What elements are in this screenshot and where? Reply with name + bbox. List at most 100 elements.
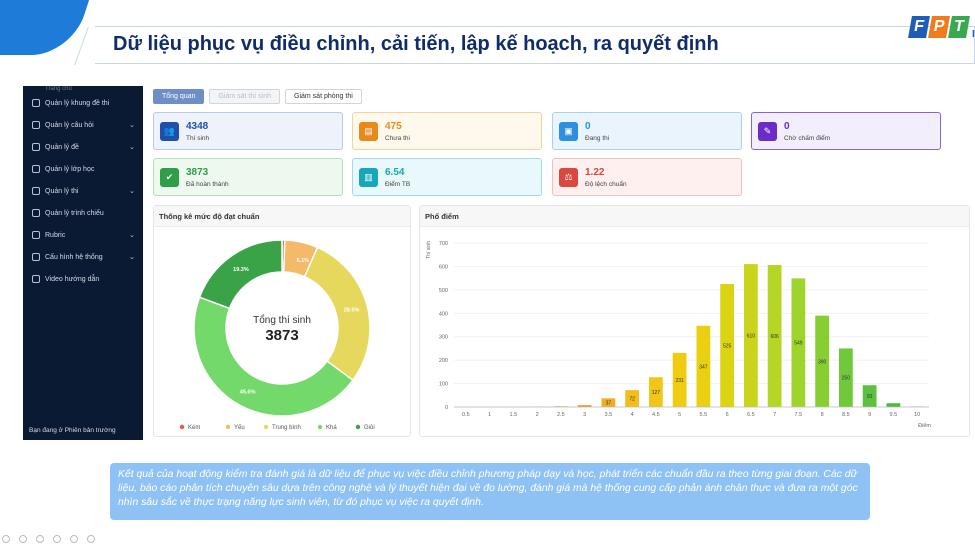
histogram-bar[interactable] bbox=[743, 264, 758, 407]
app-screenshot: Trang chủ Quản lý khung đề thi Quản lý câ… bbox=[23, 86, 970, 442]
sidebar-item-label: Video hướng dẫn bbox=[45, 275, 100, 283]
y-tick-label: 700 bbox=[439, 241, 448, 247]
logo-letter-t: T bbox=[948, 16, 970, 38]
sidebar-item-label: Quản lý trình chiếu bbox=[45, 209, 104, 217]
tab-overview[interactable]: Tổng quan bbox=[153, 89, 205, 104]
histogram-chart: 0 100 200 300 400 500 600 700 Thí sinh 0.5 1 1.5 2 2.… bbox=[426, 241, 931, 429]
x-tick-label: 8.5 bbox=[842, 412, 850, 418]
bar-value-label: 37 bbox=[606, 400, 612, 406]
bar-value-label: 610 bbox=[747, 334, 756, 340]
sidebar-item-1[interactable]: Quản lý câu hỏi ⌄ bbox=[23, 114, 143, 136]
sidebar-item-label: Quản lý đề bbox=[45, 143, 79, 151]
histogram-bar[interactable] bbox=[625, 390, 640, 407]
donut-slice-3[interactable] bbox=[193, 296, 354, 417]
chevron-down-icon[interactable]: ⌄ bbox=[129, 188, 135, 195]
sidebar-item-home-clipped[interactable]: Trang chủ bbox=[45, 86, 72, 92]
sidebar-item-4[interactable]: Quản lý thi ⌄ bbox=[23, 180, 143, 202]
histogram-bar[interactable] bbox=[577, 405, 592, 407]
histogram-bar[interactable] bbox=[672, 352, 687, 407]
x-tick-label: 9 bbox=[868, 412, 871, 418]
sidebar-item-2[interactable]: Quản lý đề ⌄ bbox=[23, 136, 143, 158]
toolbar-icon[interactable] bbox=[2, 535, 10, 543]
sidebar-menu: Quản lý khung đề thi Quản lý câu hỏi ⌄ Quản… bbox=[23, 92, 143, 290]
toolbar-icon[interactable] bbox=[87, 535, 95, 543]
stat-card[interactable]: ⚖ 1.22 Độ lệch chuẩn bbox=[552, 158, 742, 196]
donut-slice-4[interactable] bbox=[198, 239, 283, 310]
sidebar-item-label: Cấu hình hệ thống bbox=[45, 253, 103, 261]
logo-letter-f: F bbox=[908, 16, 930, 38]
stat-label: Độ lệch chuẩn bbox=[585, 180, 627, 188]
stat-value: 3873 bbox=[186, 166, 209, 178]
sidebar-item-7[interactable]: Cấu hình hệ thống ⌄ bbox=[23, 246, 143, 268]
x-tick-label: 10 bbox=[914, 412, 920, 418]
toolbar-icon[interactable] bbox=[36, 535, 44, 543]
stat-value: 4348 bbox=[186, 120, 209, 132]
tab-candidate-monitoring[interactable]: Giám sát thí sinh bbox=[209, 89, 281, 104]
chevron-down-icon[interactable]: ⌄ bbox=[129, 254, 135, 261]
caption-note: Kết quả của hoạt động kiểm tra đánh giá … bbox=[110, 463, 870, 520]
toolbar-icon[interactable] bbox=[70, 535, 78, 543]
sidebar-item-8[interactable]: Video hướng dẫn bbox=[23, 268, 143, 290]
sidebar-item-label: Quản lý lớp học bbox=[45, 165, 95, 173]
donut-chart: 0.5%6.1%28.5%45.6%19.3%Tổng thí sinh3873… bbox=[179, 239, 375, 431]
histogram-bar[interactable] bbox=[886, 403, 901, 407]
donut-panel: Thống kê mức độ đạt chuẩn 0.5%6.1%28.5%4… bbox=[153, 205, 411, 437]
x-tick-label: 8 bbox=[821, 412, 824, 418]
bar-value-label: 549 bbox=[794, 341, 803, 347]
histogram-bar[interactable] bbox=[648, 377, 663, 407]
bar-value-label: 127 bbox=[652, 390, 661, 396]
histogram-bar[interactable] bbox=[696, 325, 711, 407]
stat-label: Chờ chấm điểm bbox=[784, 134, 831, 142]
histogram-bar[interactable] bbox=[862, 385, 877, 407]
y-tick-label: 600 bbox=[439, 264, 448, 270]
legend-label: Kém bbox=[188, 425, 200, 431]
play-icon bbox=[32, 275, 40, 283]
stat-card[interactable]: ▤ 475 Chưa thi bbox=[352, 112, 542, 150]
x-tick-label: 0.5 bbox=[462, 412, 470, 418]
sidebar-item-6[interactable]: Rubric ⌄ bbox=[23, 224, 143, 246]
stat-value: 0 bbox=[784, 120, 790, 132]
sidebar-item-5[interactable]: Quản lý trình chiếu bbox=[23, 202, 143, 224]
stat-label: Đã hoàn thành bbox=[186, 180, 229, 188]
legend-label: Khá bbox=[326, 425, 337, 431]
y-axis-label: Thí sinh bbox=[426, 241, 432, 259]
sidebar-item-0[interactable]: Quản lý khung đề thi bbox=[23, 92, 143, 114]
histogram-bar[interactable] bbox=[791, 278, 806, 407]
y-tick-label: 0 bbox=[445, 405, 448, 411]
sidebar-item-label: Rubric bbox=[45, 231, 66, 239]
stat-card[interactable]: 👥 4348 Thí sinh bbox=[153, 112, 343, 150]
donut-slice-2[interactable] bbox=[303, 246, 371, 382]
stat-value: 6.54 bbox=[385, 166, 405, 178]
toolbar-icon[interactable] bbox=[53, 535, 61, 543]
bar-value-label: 606 bbox=[770, 334, 779, 340]
histogram-bar[interactable] bbox=[767, 265, 782, 407]
histogram-bar[interactable] bbox=[815, 315, 830, 407]
chevron-down-icon[interactable]: ⌄ bbox=[129, 144, 135, 151]
donut-slice-label: 6.1% bbox=[297, 258, 310, 264]
stat-card[interactable]: ▥ 6.54 Điểm TB bbox=[352, 158, 542, 196]
x-tick-label: 1.5 bbox=[510, 412, 518, 418]
sidebar-item-label: Quản lý câu hỏi bbox=[45, 121, 94, 129]
chevron-down-icon[interactable]: ⌄ bbox=[129, 232, 135, 239]
histogram-bar[interactable] bbox=[720, 284, 735, 407]
donut-slice-label: 45.6% bbox=[240, 389, 256, 395]
bar-value-label: 250 bbox=[842, 376, 851, 382]
x-tick-label: 3 bbox=[583, 412, 586, 418]
histogram-panel-title: Phổ điểm bbox=[420, 206, 969, 227]
toolbar-icon[interactable] bbox=[19, 535, 27, 543]
slide-toolbar bbox=[2, 535, 95, 543]
stat-card[interactable]: ✔ 3873 Đã hoàn thành bbox=[153, 158, 343, 196]
chevron-down-icon[interactable]: ⌄ bbox=[129, 122, 135, 129]
stat-card[interactable]: ▣ 0 Đang thi bbox=[552, 112, 742, 150]
histogram-bar[interactable] bbox=[601, 398, 616, 407]
x-tick-label: 5 bbox=[678, 412, 681, 418]
histogram-bar[interactable] bbox=[838, 348, 853, 407]
balance-icon: ⚖ bbox=[559, 167, 578, 187]
tab-room-monitoring[interactable]: Giám sát phòng thi bbox=[285, 89, 362, 104]
stat-label: Chưa thi bbox=[385, 134, 410, 142]
sidebar-item-3[interactable]: Quản lý lớp học bbox=[23, 158, 143, 180]
stat-card[interactable]: ✎ 0 Chờ chấm điểm bbox=[751, 112, 941, 150]
donut-center-label: Tổng thí sinh bbox=[253, 314, 311, 326]
sidebar-item-label: Quản lý thi bbox=[45, 187, 79, 195]
